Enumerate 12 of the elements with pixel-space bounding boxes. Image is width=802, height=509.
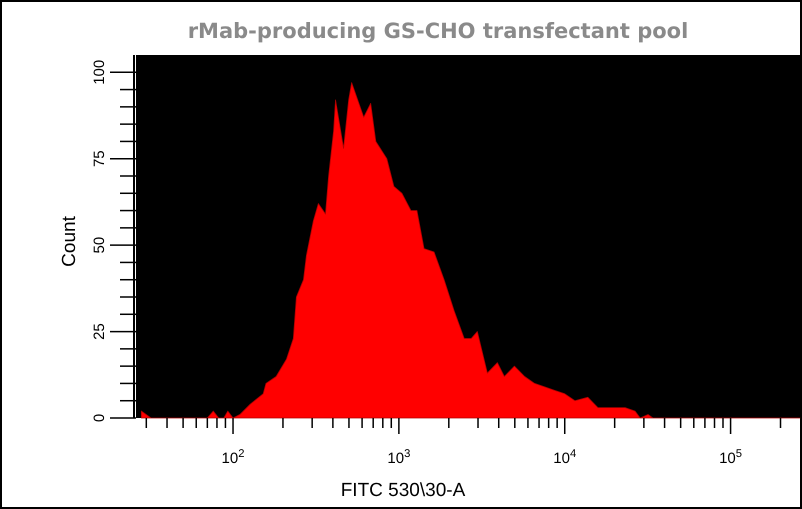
x-tick-label: 10$^{4}$ bbox=[553, 448, 576, 467]
y-tick-label: 75 bbox=[91, 150, 108, 168]
x-tick-label: 10$^{5}$ bbox=[719, 448, 742, 467]
y-tick-label: 25 bbox=[91, 323, 108, 340]
chart-title: rMab-producing GS-CHO transfectant pool bbox=[188, 19, 688, 43]
y-tick-label: 50 bbox=[91, 236, 108, 254]
y-tick-label: 0 bbox=[91, 414, 108, 422]
x-tick-label: 10$^{2}$ bbox=[222, 448, 245, 467]
x-axis-title: FITC 530\30-A bbox=[340, 480, 466, 501]
x-tick-label: 10$^{3}$ bbox=[387, 448, 410, 467]
y-tick-label: 100 bbox=[91, 60, 108, 85]
y-axis-title: Count bbox=[59, 215, 80, 267]
